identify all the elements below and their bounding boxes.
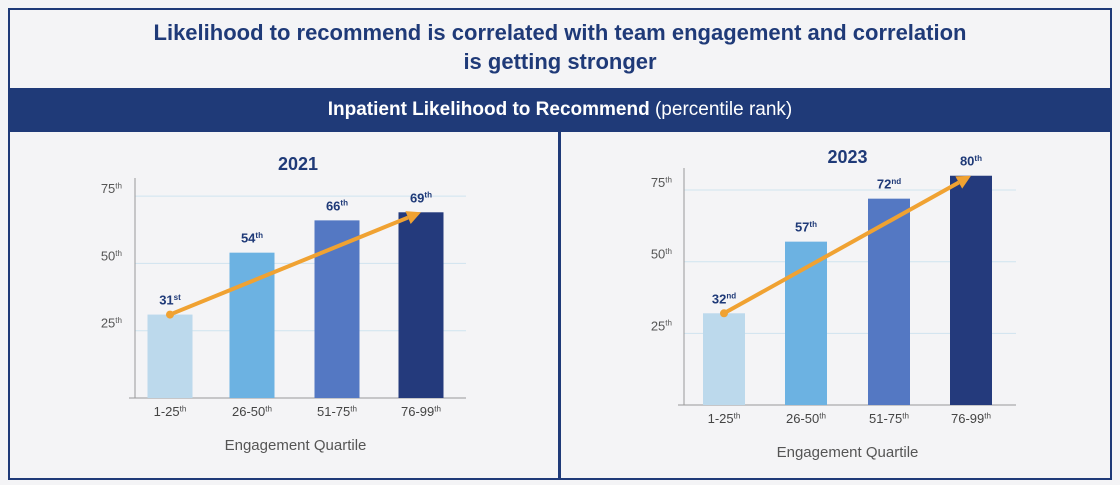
y-tick-label: 25th (101, 316, 122, 331)
subtitle-note: (percentile rank) (654, 99, 793, 120)
y-tick-label: 25th (651, 319, 672, 334)
trend-arrowhead (955, 175, 971, 189)
frame (8, 8, 1112, 480)
y-tick-label: 50th (101, 249, 122, 264)
chart-2021: 2021 25th 50th 75th 31st 1-25th 54th 26-50th 66t… (101, 154, 466, 454)
trend-start (166, 310, 174, 319)
chart-2023: 2023 25th 50th 75th 32nd 1-25th 57th 26-50th 72n… (651, 147, 1016, 461)
value-label: 69th (410, 191, 432, 206)
bar (314, 220, 360, 398)
chart-title: 2021 (278, 154, 318, 174)
value-label: 54th (241, 231, 263, 246)
y-tick-label: 50th (651, 247, 672, 262)
value-label: 31st (159, 293, 181, 308)
bar (703, 313, 745, 405)
bar (147, 314, 193, 398)
trend-line (723, 180, 960, 316)
x-tick-label: 1-25th (154, 404, 187, 419)
page-title: Likelihood to recommend is correlated wi… (153, 20, 967, 74)
x-tick-label: 51-75th (869, 411, 909, 426)
x-tick-label: 51-75th (317, 404, 357, 419)
x-axis-title: Engagement Quartile (225, 437, 367, 454)
trend-start (720, 309, 728, 318)
value-label: 32nd (712, 292, 736, 307)
bar (398, 212, 444, 398)
x-tick-label: 26-50th (232, 404, 272, 419)
y-tick-label: 75th (651, 175, 672, 190)
value-label: 66th (326, 199, 348, 214)
x-tick-label: 76-99th (951, 411, 991, 426)
x-tick-label: 76-99th (401, 404, 441, 419)
bar (868, 198, 910, 405)
x-tick-label: 26-50th (786, 411, 826, 426)
trend-line (169, 215, 409, 317)
chart-title: 2023 (827, 147, 867, 167)
trend-arrowhead (405, 211, 421, 225)
value-label: 80th (960, 154, 982, 169)
subtitle-band: Inpatient Likelihood to Recommend (perce… (10, 88, 1110, 132)
value-label: 72nd (877, 177, 901, 192)
value-label: 57th (795, 220, 817, 235)
divider (558, 132, 561, 478)
x-axis-title: Engagement Quartile (777, 444, 919, 461)
bar (950, 175, 992, 405)
subtitle: Inpatient Likelihood to Recommend (327, 99, 650, 120)
y-tick-label: 75th (101, 182, 122, 197)
x-tick-label: 1-25th (708, 411, 741, 426)
